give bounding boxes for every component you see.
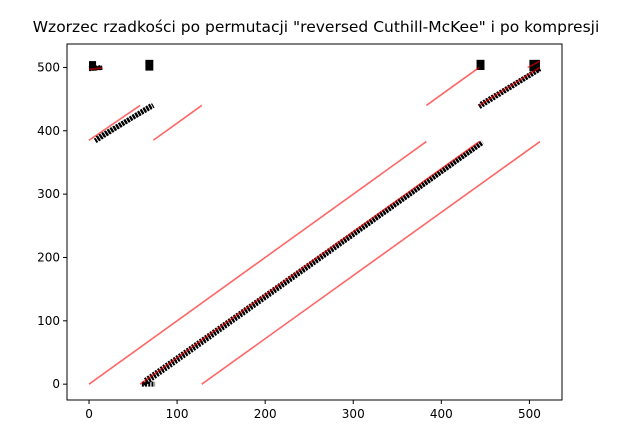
compressed-diagonal-2 bbox=[201, 140, 541, 385]
y-tick-label-2: 200 bbox=[37, 250, 60, 264]
y-axis: 0 100 200 300 400 500 bbox=[37, 60, 67, 391]
x-tick-label-2: 200 bbox=[254, 407, 277, 421]
compressed-diagonal-7 bbox=[527, 60, 541, 69]
plot-area bbox=[88, 59, 542, 387]
y-tick-label-0: 0 bbox=[52, 377, 60, 391]
nonzero-band-4 bbox=[95, 103, 155, 141]
compressed-diagonal-8 bbox=[88, 67, 103, 71]
x-tick-label-5: 500 bbox=[518, 407, 541, 421]
x-tick-label-0: 0 bbox=[85, 407, 93, 421]
y-tick-label-3: 300 bbox=[37, 187, 60, 201]
compressed-diagonal-3 bbox=[88, 104, 141, 141]
x-axis: 0 100 200 300 400 500 bbox=[85, 400, 541, 421]
y-tick-label-4: 400 bbox=[37, 124, 60, 138]
x-tick-label-3: 300 bbox=[342, 407, 365, 421]
y-tick-label-1: 100 bbox=[37, 314, 60, 328]
compressed-diagonal-1 bbox=[139, 140, 480, 385]
compressed-diagonal-4 bbox=[152, 104, 203, 141]
plot-frame bbox=[66, 43, 563, 401]
chart-title: Wzorzec rzadkości po permutacji "reverse… bbox=[33, 18, 600, 36]
nonzero-block-4 bbox=[529, 59, 540, 72]
x-tick-label-4: 400 bbox=[430, 407, 453, 421]
nonzero-block-3 bbox=[476, 59, 485, 70]
x-tick-label-1: 100 bbox=[166, 407, 189, 421]
compressed-diagonal-6 bbox=[478, 66, 541, 107]
nonzero-block-0 bbox=[89, 61, 97, 71]
compressed-diagonal-0 bbox=[88, 140, 427, 385]
compressed-diagonal-5 bbox=[425, 66, 480, 107]
nonzero-block-2 bbox=[145, 59, 154, 71]
y-tick-label-5: 500 bbox=[37, 60, 60, 74]
